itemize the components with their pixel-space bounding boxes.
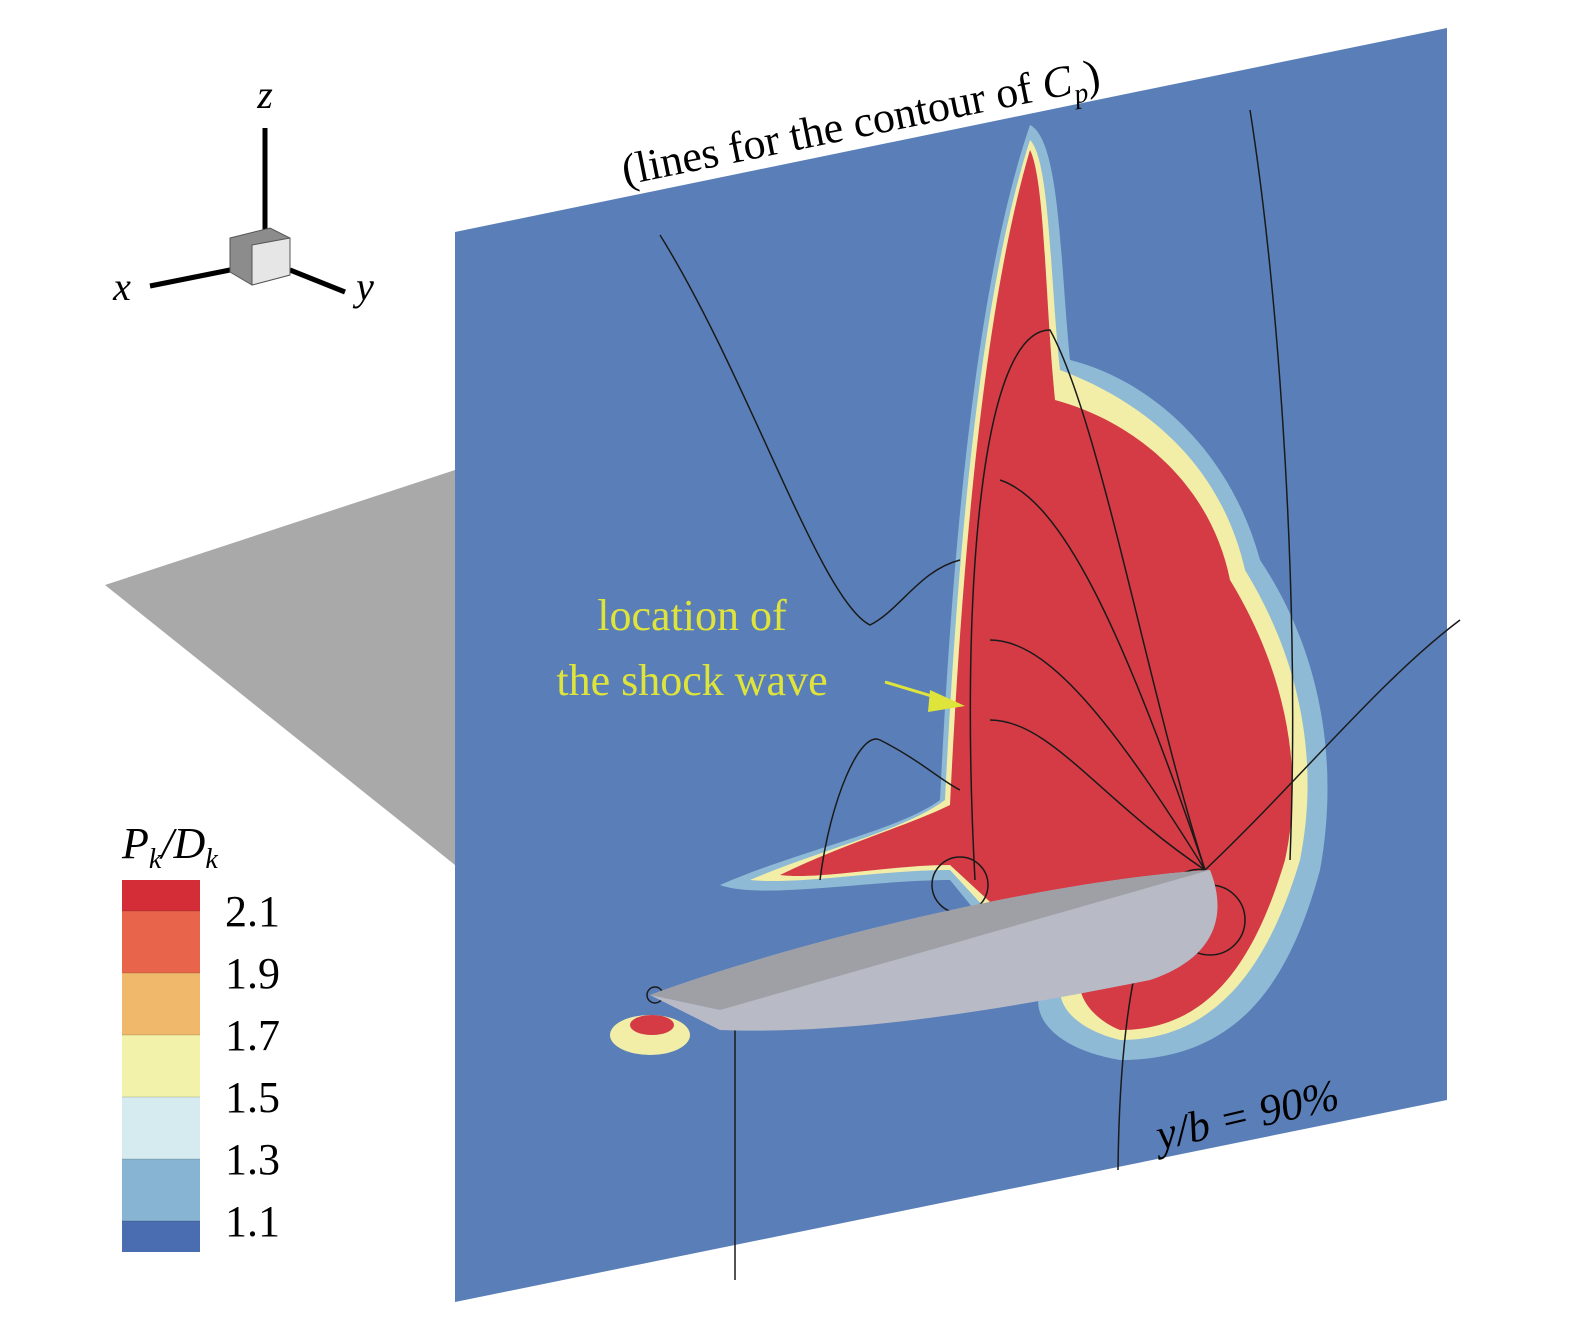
legend-band	[122, 880, 200, 911]
annotation-arrowhead	[928, 690, 965, 712]
legend-label: 1.1	[225, 1197, 280, 1246]
axis-x: x	[112, 264, 131, 309]
legend-band	[122, 911, 200, 973]
legend-band	[122, 1159, 200, 1221]
legend-band	[122, 1035, 200, 1097]
legend-title-dsub: k	[205, 844, 218, 875]
legend-title-psub: k	[149, 844, 162, 875]
wing-plane	[105, 470, 455, 865]
legend-band	[122, 973, 200, 1035]
legend-band	[122, 1221, 200, 1252]
annotation-line1: location of	[597, 591, 787, 640]
contour-red	[780, 150, 1293, 1030]
annotation-line2: the shock wave	[556, 656, 827, 705]
wing	[650, 870, 1218, 1031]
tip-region-core	[630, 1015, 674, 1035]
legend-title: Pk/Dk	[121, 819, 218, 875]
legend-label: 2.1	[225, 887, 280, 936]
wing-top	[650, 870, 1210, 1010]
legend-label: 1.9	[225, 949, 280, 998]
legend-band	[122, 1097, 200, 1159]
legend-title-p: P	[121, 819, 149, 868]
legend-title-d: /D	[158, 819, 205, 868]
legend-label: 1.3	[225, 1135, 280, 1184]
legend: Pk/Dk 2.1 1.9 1.7 1.5 1.3 1.1	[121, 819, 280, 1252]
legend-label: 1.5	[225, 1073, 280, 1122]
axis-y: y	[352, 264, 374, 309]
axes-triad: z x y	[112, 72, 374, 309]
legend-label: 1.7	[225, 1011, 280, 1060]
axis-z: z	[256, 72, 273, 117]
